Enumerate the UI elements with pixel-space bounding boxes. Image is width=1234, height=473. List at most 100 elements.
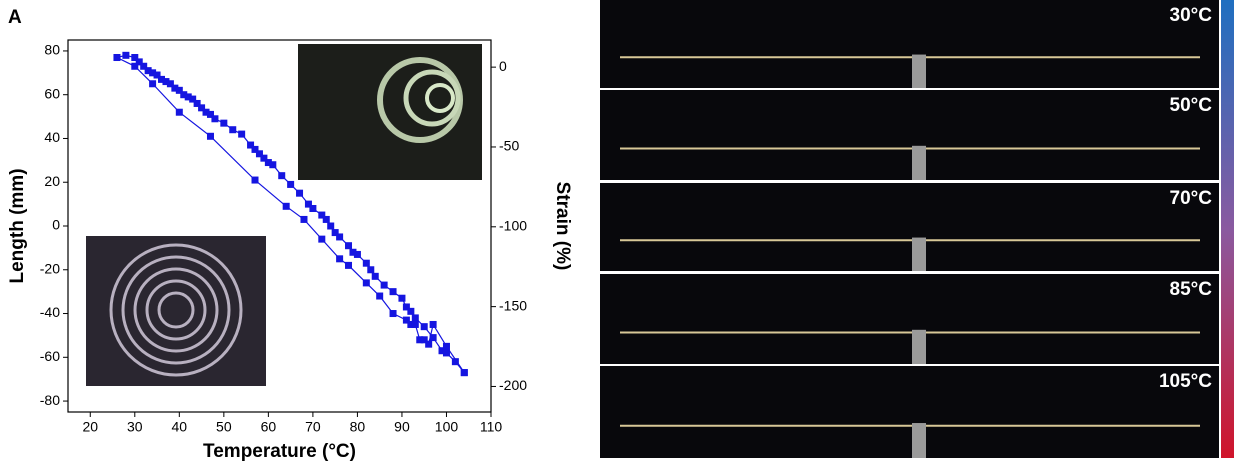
point [296, 189, 304, 197]
point [220, 119, 228, 127]
y2-axis-label: Strain (%) [552, 182, 573, 271]
point [318, 235, 326, 243]
point [362, 279, 370, 287]
point [175, 86, 183, 94]
point [149, 80, 157, 88]
point [398, 294, 406, 302]
point [349, 248, 357, 256]
point [153, 71, 161, 79]
point [206, 110, 214, 118]
clamp [912, 423, 926, 458]
point [202, 108, 210, 116]
x-tick-label: 110 [480, 419, 503, 435]
point [278, 172, 286, 180]
x-axis-label: Temperature (°C) [203, 441, 356, 462]
temperature-label: 70°C [1170, 188, 1213, 209]
photo-panel [600, 0, 1219, 88]
point [411, 314, 419, 322]
color-bar [1221, 0, 1234, 458]
point [438, 347, 446, 355]
y-tick-label: 0 [52, 217, 60, 233]
point [135, 58, 143, 66]
point [451, 358, 459, 366]
y-tick-label: -40 [40, 304, 60, 320]
panel-label: A [8, 7, 22, 28]
point [327, 222, 335, 230]
point [407, 320, 415, 328]
x-tick-label: 30 [127, 419, 143, 435]
y2-tick-label: -150 [499, 297, 527, 313]
point [402, 303, 410, 311]
point [442, 349, 450, 357]
point [251, 176, 259, 184]
clamp [912, 237, 926, 271]
point [229, 126, 237, 134]
point [442, 342, 450, 350]
point [304, 200, 312, 208]
point [362, 259, 370, 267]
point [309, 204, 317, 212]
point [269, 161, 277, 169]
point [158, 75, 166, 83]
point [336, 255, 344, 263]
point [171, 84, 179, 92]
photo-panel [600, 183, 1219, 271]
point [376, 292, 384, 300]
y-axis-label: Length (mm) [7, 168, 28, 283]
point [345, 261, 353, 269]
point [238, 130, 246, 138]
point [206, 132, 214, 140]
point [389, 310, 397, 318]
point [353, 250, 361, 258]
point [260, 154, 268, 162]
point [144, 67, 152, 75]
point [429, 334, 437, 342]
inset-coil [403, 69, 461, 127]
temperature-label: 30°C [1170, 5, 1213, 26]
point [287, 180, 295, 188]
x-tick-label: 50 [216, 419, 232, 435]
point [122, 51, 130, 59]
y-tick-label: 20 [44, 173, 60, 189]
y2-tick-label: -200 [499, 377, 527, 393]
point [247, 141, 255, 149]
y2-tick-label: -50 [499, 138, 519, 154]
clamp [912, 145, 926, 180]
point [175, 108, 183, 116]
photo-panel [600, 274, 1219, 364]
y-tick-label: 60 [44, 85, 60, 101]
point [140, 62, 148, 70]
point [180, 91, 188, 99]
point [411, 320, 419, 328]
temperature-label: 50°C [1170, 95, 1213, 116]
x-tick-label: 60 [261, 419, 277, 435]
temperature-label: 85°C [1170, 279, 1213, 300]
point [371, 272, 379, 280]
point [131, 62, 139, 70]
photo-panel [600, 90, 1219, 180]
point [420, 323, 428, 331]
point [322, 215, 330, 223]
y-tick-label: -80 [40, 392, 60, 408]
point [420, 336, 428, 344]
point [255, 150, 263, 158]
inset-coil [425, 83, 455, 113]
clamp [912, 54, 926, 88]
point [282, 202, 290, 210]
inset-photo [86, 236, 266, 386]
temperature-label: 105°C [1159, 371, 1212, 392]
point [336, 233, 344, 241]
point [162, 78, 170, 86]
point [189, 95, 197, 103]
y2-tick-label: -100 [499, 218, 527, 234]
point [402, 316, 410, 324]
x-tick-label: 20 [82, 419, 98, 435]
y-tick-label: 80 [44, 42, 60, 58]
x-tick-label: 70 [305, 419, 321, 435]
inset-spiral [109, 243, 243, 377]
clamp [912, 329, 926, 364]
point [198, 104, 206, 112]
point [425, 340, 433, 348]
photo-panel [600, 366, 1219, 458]
